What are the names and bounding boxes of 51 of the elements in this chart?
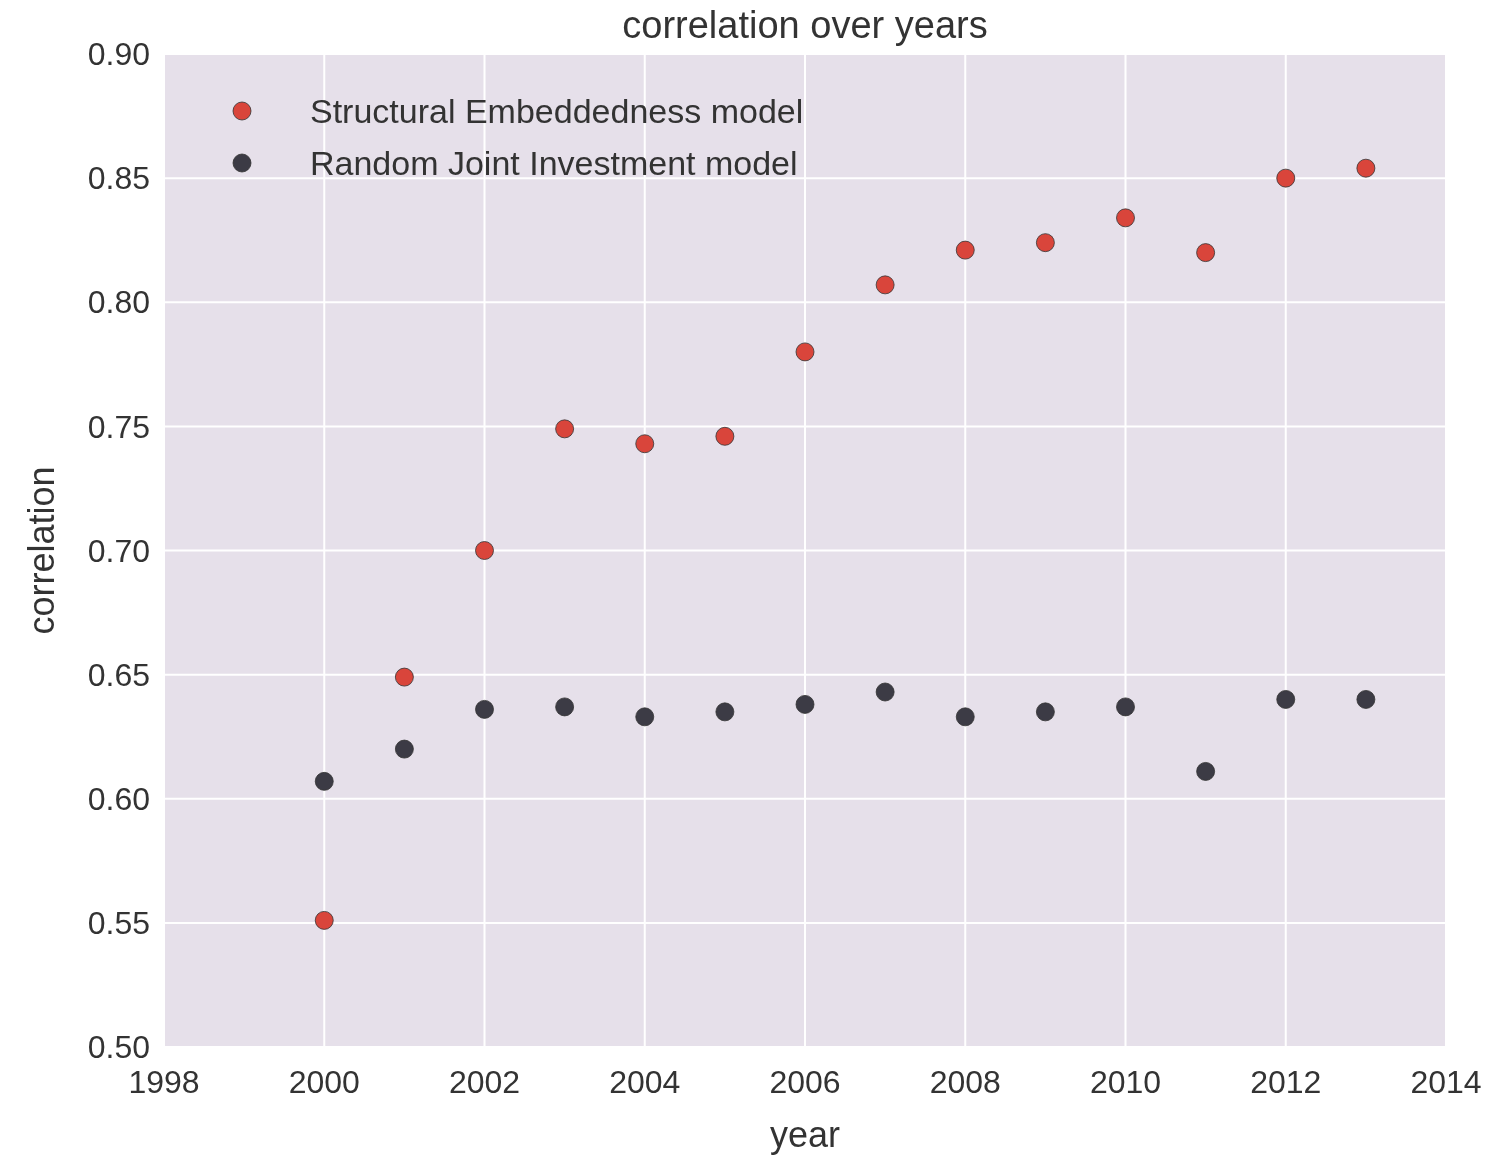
point <box>1116 697 1135 717</box>
point <box>394 739 414 759</box>
x-tick-label: 2014 <box>1410 1064 1482 1100</box>
point <box>715 426 735 446</box>
x-tick-label: 2002 <box>448 1064 521 1100</box>
y-tick-label: 0.55 <box>87 905 150 942</box>
x-tick-label: 1998 <box>128 1064 200 1100</box>
x-tick-label: 2010 <box>1089 1064 1162 1100</box>
point <box>475 700 494 719</box>
point <box>1356 158 1376 178</box>
y-tick-label: 0.70 <box>87 532 150 569</box>
y-tick-label: 0.85 <box>87 160 150 197</box>
y-tick-label: 0.80 <box>87 284 150 321</box>
point <box>314 911 334 930</box>
y-axis-title: correlation <box>21 466 62 635</box>
point <box>1276 690 1296 709</box>
point <box>955 240 975 260</box>
y-tick-label: 0.75 <box>87 408 150 445</box>
x-tick-label: 2000 <box>288 1064 360 1100</box>
point <box>715 702 735 722</box>
point <box>635 434 655 454</box>
point <box>795 342 815 362</box>
point <box>394 667 414 687</box>
point <box>1116 208 1135 228</box>
point <box>795 695 815 714</box>
y-tick-label: 0.90 <box>87 36 150 73</box>
x-tick-label: 2006 <box>769 1064 841 1100</box>
point <box>875 682 895 702</box>
point <box>1276 168 1296 188</box>
y-tick-label: 0.65 <box>87 656 150 693</box>
point <box>555 697 575 717</box>
point <box>1196 243 1216 262</box>
x-tick-label: 2008 <box>929 1064 1001 1100</box>
point <box>635 707 655 727</box>
point <box>955 707 975 727</box>
chart-title: correlation over years <box>622 4 988 46</box>
legend-label: Structural Embeddedness model <box>310 91 804 130</box>
x-tick-label: 2012 <box>1250 1064 1322 1100</box>
point <box>555 419 575 439</box>
point <box>314 771 334 791</box>
point <box>475 541 494 560</box>
x-axis-title: year <box>769 1114 841 1155</box>
x-tick-label: 2004 <box>609 1064 681 1100</box>
y-tick-label: 0.60 <box>87 780 150 817</box>
point <box>875 275 895 295</box>
point <box>1035 702 1055 722</box>
point <box>1035 233 1055 253</box>
point <box>1356 690 1376 709</box>
y-tick-label: 0.50 <box>87 1029 150 1066</box>
legend-label: Random Joint Investment model <box>310 143 798 182</box>
point <box>1196 762 1216 781</box>
